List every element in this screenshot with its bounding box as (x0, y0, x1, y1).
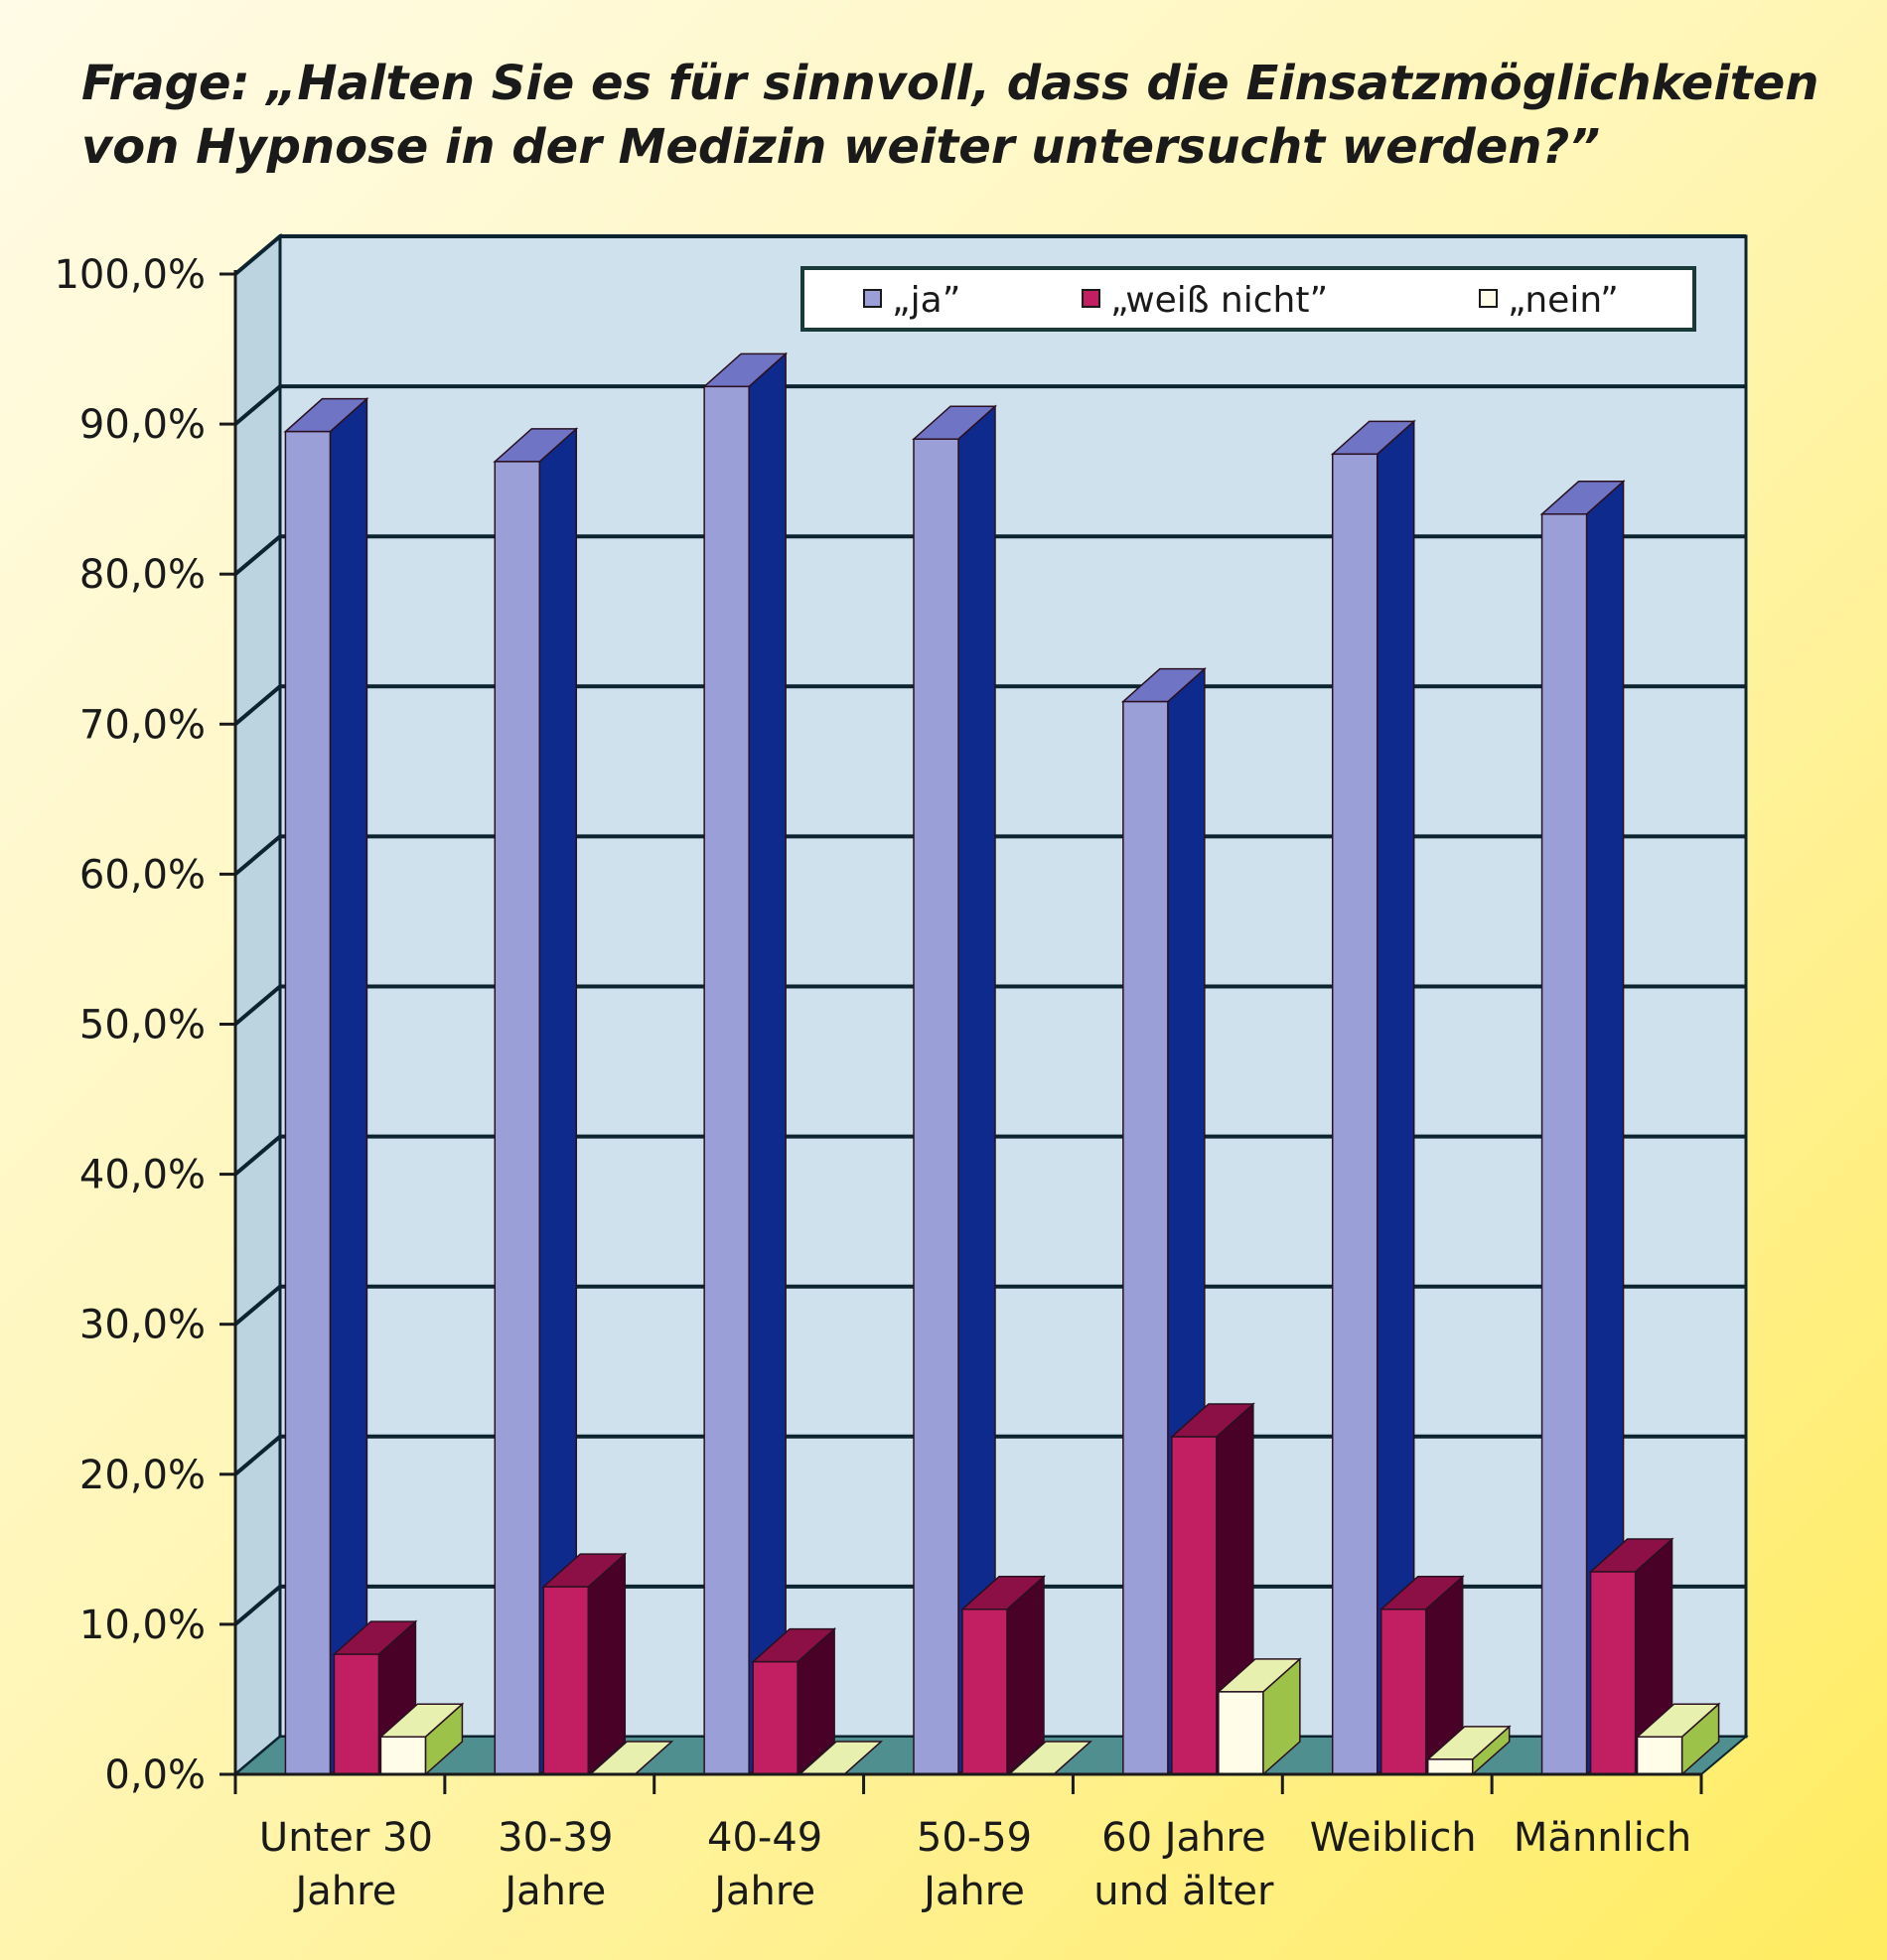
x-category-label: und älter (1093, 1869, 1274, 1914)
axes: 0,0% 10,0% 20,0% 30,0% 40,0% 50,0% 60,0% 70,0% 8… (54, 252, 1703, 1914)
x-category-label: 60 Jahre (1101, 1815, 1265, 1861)
legend: „ja” „weiß nicht” „nein” (800, 266, 1696, 332)
gridline (233, 834, 1746, 876)
legend-label: „ja” (892, 280, 960, 321)
gridline (233, 1134, 1746, 1177)
x-category-label: 40-49 (707, 1815, 822, 1861)
bar-front (1426, 1758, 1474, 1775)
bar (1425, 1725, 1512, 1776)
x-category-label: Unter 30 (259, 1815, 433, 1861)
bar-front (703, 385, 750, 1775)
bar-front (1331, 453, 1379, 1775)
bar (283, 396, 369, 1776)
legend-label: „weiß nicht” (1110, 280, 1328, 321)
bar-front (961, 1609, 1008, 1775)
y-tick-label: 70,0% (79, 702, 206, 748)
chart-title: Frage: „Halten Sie es für sinnvoll, dass… (81, 52, 1819, 179)
y-tick-label: 80,0% (79, 552, 206, 598)
gridline (233, 684, 1746, 726)
x-category-label: Jahre (502, 1869, 606, 1914)
bar-front (494, 461, 541, 1775)
bar-front (1379, 1609, 1427, 1775)
bars (283, 351, 1721, 1776)
bar (378, 1702, 465, 1776)
gridline (233, 534, 1746, 576)
y-tick-label: 20,0% (79, 1453, 206, 1498)
legend-swatch (1479, 289, 1498, 308)
legend-swatch (1082, 289, 1100, 308)
gridline (233, 1584, 1746, 1626)
gridline (233, 234, 1746, 276)
bar-side (1006, 1575, 1045, 1776)
gridline (233, 384, 1746, 426)
bar-front (1589, 1571, 1637, 1775)
bar (1169, 1402, 1255, 1776)
bar (912, 404, 997, 1776)
bar-front (284, 430, 332, 1775)
bar-front (1218, 1691, 1264, 1775)
bar (960, 1575, 1046, 1776)
bar-front (913, 438, 959, 1775)
bar-front (1171, 1436, 1218, 1775)
title-line-2: von Hypnose in der Medizin weiter unters… (81, 119, 1601, 175)
bar-side (957, 404, 996, 1776)
bar-front (1636, 1736, 1683, 1775)
x-category-label: Jahre (921, 1869, 1025, 1914)
gridline (233, 1434, 1746, 1476)
bar-side (329, 396, 368, 1776)
bar (1635, 1702, 1721, 1776)
gridlines (233, 234, 1746, 1626)
bar (751, 1627, 837, 1776)
bar (1379, 1575, 1465, 1776)
bar-side (1376, 419, 1415, 1776)
x-category-label: Jahre (711, 1869, 815, 1914)
bar-front (1540, 513, 1588, 1775)
bar (1330, 419, 1416, 1776)
x-category-label: 30-39 (498, 1815, 613, 1861)
legend-label: „nein” (1508, 280, 1619, 321)
bar-front (333, 1653, 380, 1775)
bar (541, 1552, 628, 1776)
gridline (233, 984, 1746, 1027)
legend-swatch (863, 289, 882, 308)
bar (702, 351, 789, 1776)
bar (493, 427, 579, 1776)
y-tick-label: 50,0% (79, 1003, 206, 1049)
y-tick-label: 60,0% (79, 852, 206, 898)
y-tick-label: 10,0% (79, 1603, 206, 1648)
bar-front (752, 1660, 798, 1775)
y-tick-label: 90,0% (79, 402, 206, 448)
bar-side (748, 351, 787, 1776)
bar-front (542, 1586, 590, 1775)
bar-side (587, 1552, 627, 1776)
y-tick-label: 100,0% (54, 252, 206, 298)
legend-box (800, 266, 1696, 332)
x-category-label: Männlich (1514, 1815, 1691, 1861)
y-tick-label: 40,0% (79, 1153, 206, 1198)
title-line-1: Frage: „Halten Sie es für sinnvoll, dass… (81, 56, 1819, 111)
y-tick-label: 0,0% (104, 1752, 206, 1798)
bar-front (1122, 700, 1169, 1775)
x-category-label: Weiblich (1310, 1815, 1477, 1861)
bar (1539, 480, 1626, 1776)
bar-front (379, 1736, 427, 1775)
x-category-label: 50-59 (917, 1815, 1032, 1861)
bar (1588, 1537, 1674, 1776)
gridline (233, 1284, 1746, 1327)
y-tick-label: 30,0% (79, 1303, 206, 1348)
x-category-label: Jahre (293, 1869, 397, 1914)
